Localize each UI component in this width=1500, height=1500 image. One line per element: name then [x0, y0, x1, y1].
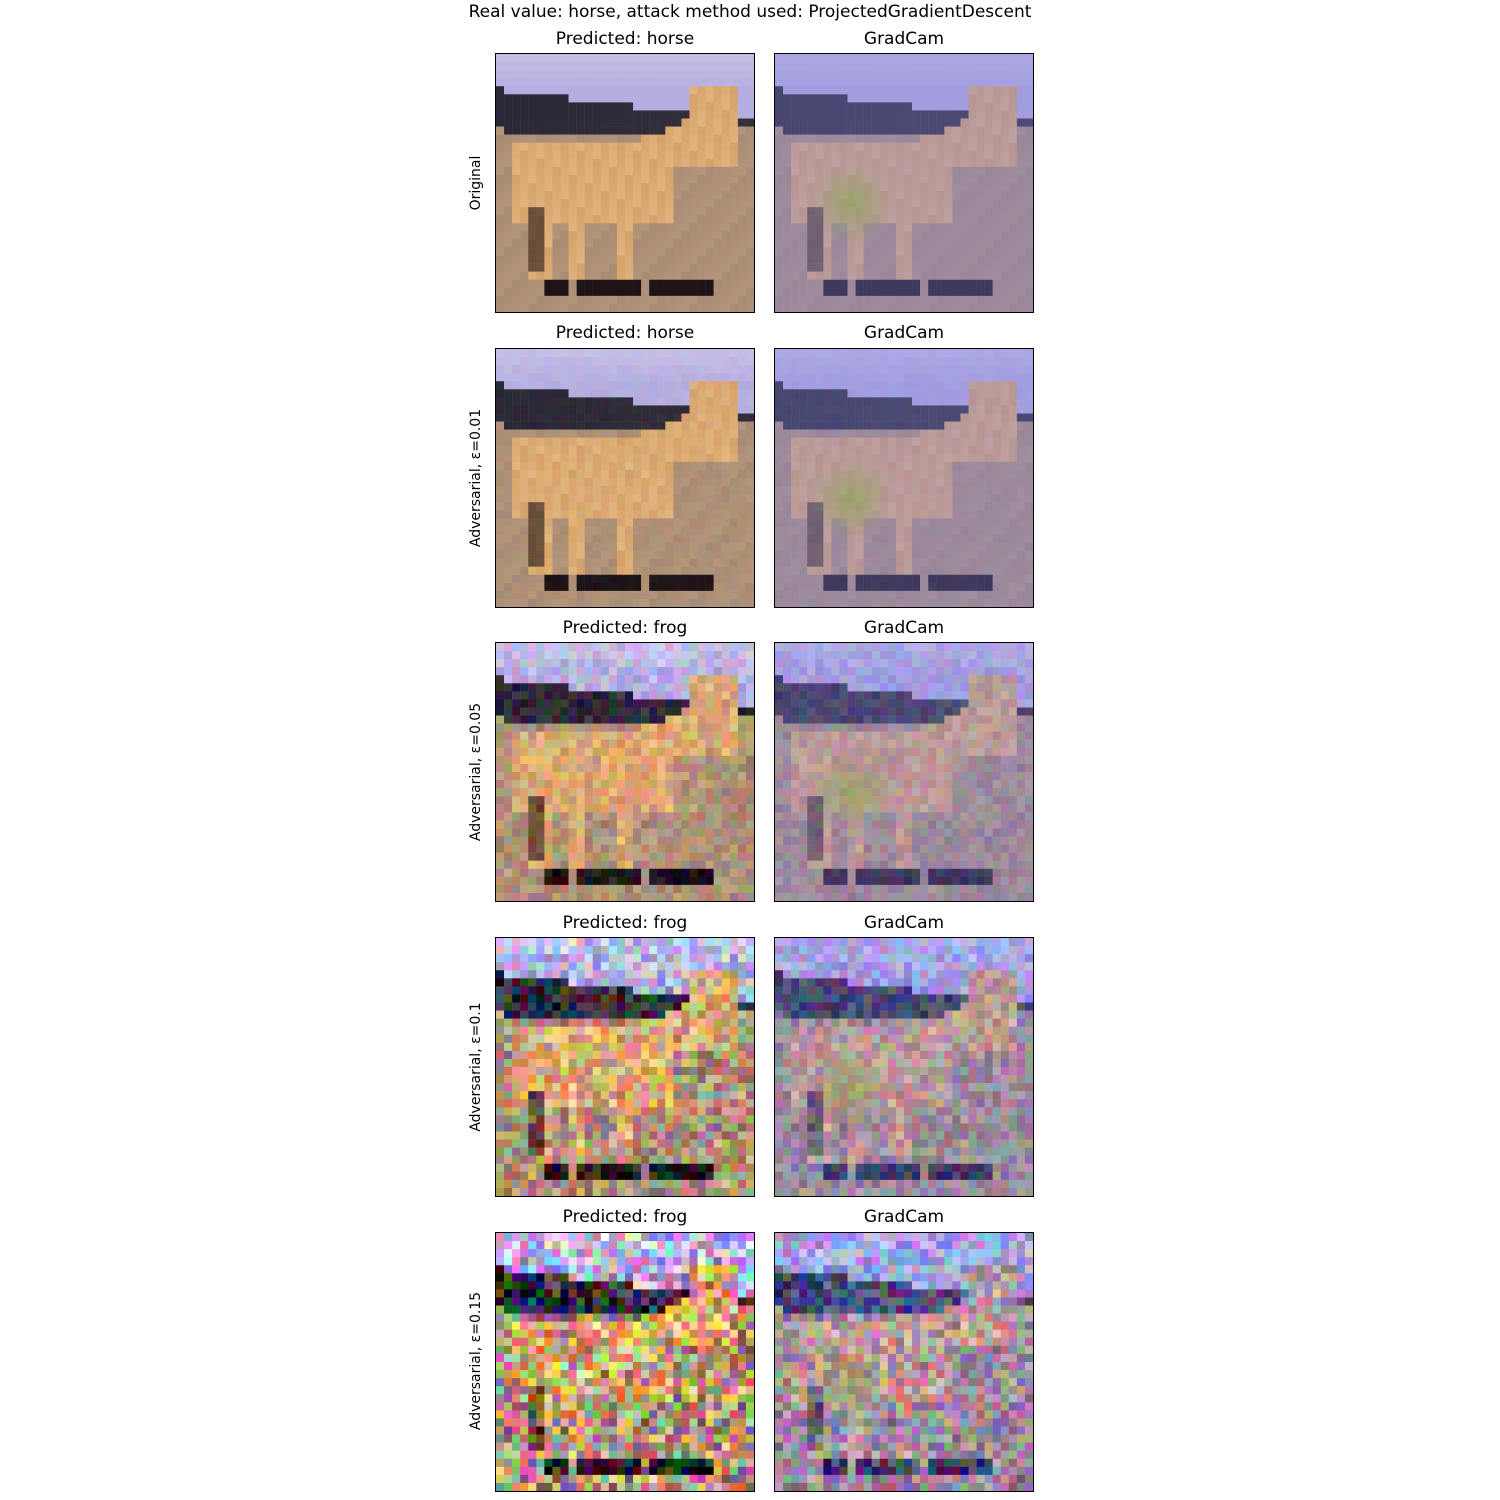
- pred-title-4: Predicted: frog: [562, 1207, 688, 1227]
- gradcam-image-1: [774, 348, 1034, 608]
- cam-title-4: GradCam: [863, 1207, 945, 1227]
- row-label-0: Original: [468, 155, 484, 211]
- gradcam-image-3: [774, 937, 1034, 1197]
- adversarial-image-1: [495, 348, 755, 608]
- original-image-0: [495, 53, 755, 313]
- adversarial-image-2: [495, 642, 755, 902]
- row-label-1: Adversarial, ε=0.01: [468, 408, 484, 548]
- pred-title-1: Predicted: horse: [555, 323, 695, 343]
- cam-title-2: GradCam: [863, 618, 945, 638]
- figure-suptitle: Real value: horse, attack method used: P…: [468, 2, 1032, 22]
- row-label-4: Adversarial, ε=0.15: [468, 1291, 484, 1431]
- pred-title-2: Predicted: frog: [562, 618, 688, 638]
- pred-title-0: Predicted: horse: [555, 29, 695, 49]
- gradcam-image-0: [774, 53, 1034, 313]
- cam-title-3: GradCam: [863, 913, 945, 933]
- row-label-3: Adversarial, ε=0.1: [468, 1002, 484, 1132]
- cam-title-1: GradCam: [863, 323, 945, 343]
- row-label-2: Adversarial, ε=0.05: [468, 702, 484, 842]
- gradcam-image-2: [774, 642, 1034, 902]
- cam-title-0: GradCam: [863, 29, 945, 49]
- adversarial-image-3: [495, 937, 755, 1197]
- gradcam-image-4: [774, 1232, 1034, 1492]
- adversarial-image-4: [495, 1232, 755, 1492]
- pred-title-3: Predicted: frog: [562, 913, 688, 933]
